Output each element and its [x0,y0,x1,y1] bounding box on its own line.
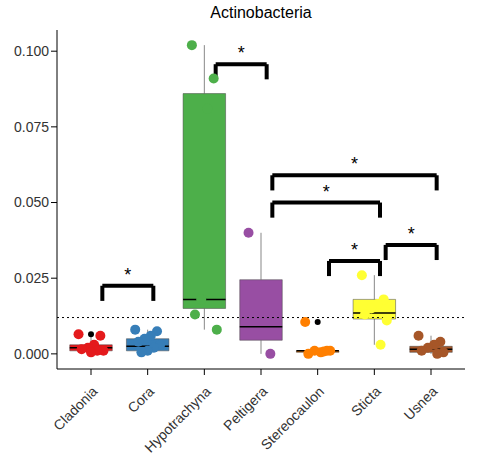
svg-text:Stereocaulon: Stereocaulon [257,383,327,453]
svg-text:*: * [351,240,358,260]
svg-text:*: * [124,265,131,285]
html-text:Actinobacteria: Actinobacteria [210,4,312,21]
svg-text:*: * [408,224,415,244]
svg-text:*: * [351,154,358,174]
svg-text:Sticta: Sticta [348,383,384,419]
svg-text:Peltigera: Peltigera [220,383,271,434]
svg-text:*: * [238,43,245,63]
svg-text:0.050: 0.050 [14,194,49,210]
svg-text:0.025: 0.025 [14,270,49,286]
svg-text:Cladonia: Cladonia [50,383,101,434]
svg-text:0.075: 0.075 [14,119,49,135]
svg-text:Cora: Cora [124,383,157,416]
svg-text:0.000: 0.000 [14,346,49,362]
svg-text:Usnea: Usnea [401,383,441,423]
svg-text:*: * [323,182,330,202]
svg-text:0.100: 0.100 [14,43,49,59]
svg-text:Hypotrachyna: Hypotrachyna [141,383,214,456]
